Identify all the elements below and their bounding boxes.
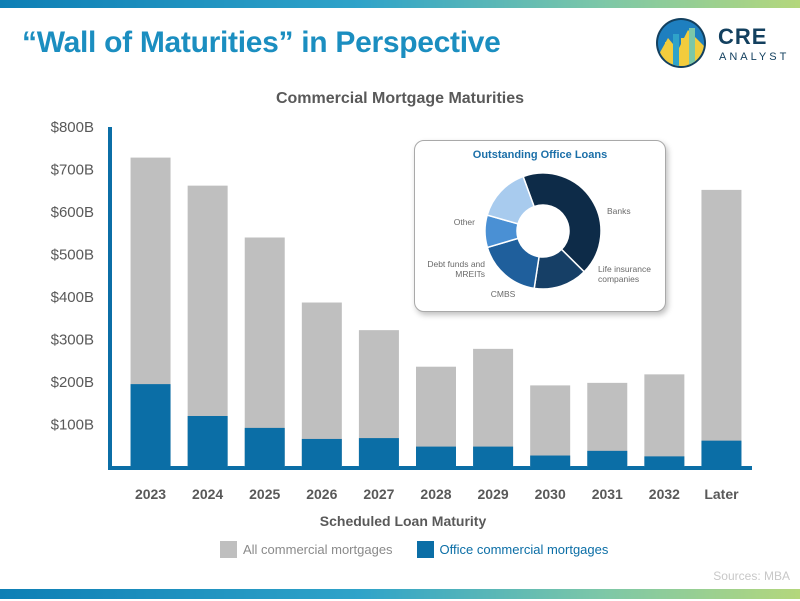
inset-donut-panel: Outstanding Office Loans Banks Life insur… [414, 140, 666, 312]
y-tick-label: $600B [51, 204, 94, 221]
y-tick-label: $800B [51, 119, 94, 136]
bar-office-2029 [473, 446, 514, 467]
logo-name: CRE [718, 24, 768, 49]
logo-subtitle: ANALYST [719, 51, 790, 63]
bar-office-2024 [187, 416, 228, 467]
legend-swatch-office [416, 541, 434, 558]
sources-note: Sources: MBA [713, 569, 790, 583]
donut-label: Other [454, 217, 475, 227]
bar-office-2026 [301, 438, 342, 467]
y-tick-label: $200B [51, 374, 94, 391]
y-tick-label: $100B [51, 417, 94, 434]
bar-office-2032 [644, 456, 685, 467]
donut-label: Banks [607, 206, 631, 216]
x-tick-label: Later [704, 486, 739, 502]
bar-office-Later [701, 440, 742, 467]
legend-label-office: Office commercial mortgages [439, 542, 609, 557]
y-tick-label: $300B [51, 332, 94, 349]
bar-office-2025 [244, 427, 285, 467]
bar-office-2030 [530, 455, 571, 467]
bar-office-2023 [130, 384, 171, 467]
legend-swatch-all [220, 541, 237, 558]
x-tick-label: 2023 [135, 486, 166, 502]
bar-office-2031 [587, 450, 628, 467]
y-tick-label: $500B [51, 247, 94, 264]
x-tick-label: 2029 [478, 486, 509, 502]
bar-all-Later [701, 189, 742, 467]
x-tick-label: 2030 [535, 486, 566, 502]
legend-item-office: Office commercial mortgages [416, 541, 609, 558]
legend-item-all: All commercial mortgages [220, 541, 393, 558]
x-tick-label: 2027 [363, 486, 394, 502]
x-tick-label: 2025 [249, 486, 280, 502]
x-tick-label: 2031 [592, 486, 623, 502]
x-axis-label: Scheduled Loan Maturity [320, 513, 487, 529]
x-tick-label: 2024 [192, 486, 223, 502]
donut-label: CMBS [491, 289, 516, 299]
x-tick-label: 2028 [420, 486, 451, 502]
y-tick-label: $700B [51, 162, 94, 179]
bar-all-2032 [644, 374, 685, 467]
donut-label-line: Life insurance [598, 264, 651, 274]
top-gradient-band [0, 0, 800, 8]
legend-label-all: All commercial mortgages [243, 542, 393, 557]
bar-all-2030 [530, 385, 571, 467]
donut-slice-other [486, 175, 536, 225]
logo-icon [656, 18, 706, 68]
bar-office-2027 [358, 438, 399, 467]
donut-slice-banks [522, 172, 602, 273]
logo: CRE ANALYST [654, 16, 794, 74]
donut-label-line: companies [598, 274, 639, 284]
bar-office-2028 [416, 446, 456, 467]
donut-label-line: Debt funds and [427, 259, 485, 269]
y-tick-label: $400B [51, 289, 94, 306]
inset-title: Outstanding Office Loans [472, 149, 608, 161]
bottom-gradient-band [0, 589, 800, 599]
page-title: “Wall of Maturities” in Perspective [22, 26, 501, 59]
x-tick-label: 2032 [649, 486, 680, 502]
donut-label-line: MREITs [455, 269, 485, 279]
chart-title: Commercial Mortgage Maturities [275, 90, 525, 107]
chart-legend: All commercial mortgages Office commerci… [220, 541, 632, 558]
x-tick-label: 2026 [306, 486, 337, 502]
